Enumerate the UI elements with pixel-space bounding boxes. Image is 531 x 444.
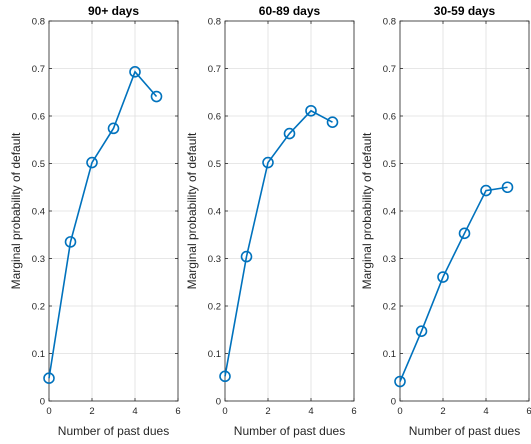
x-tick-label: 6 [526,406,531,417]
y-tick-label: 0 [40,397,45,408]
data-point [43,372,55,385]
chart-panel-2: 0 2 4 6 0 0.1 0.2 0.3 0.4 0.5 0.6 0.7 0.8 60-89 days N… [185,4,357,438]
y-tick-label: 0.2 [208,302,221,313]
y-tick-label: 0.6 [383,112,396,123]
x-tick-label: 0 [397,406,402,417]
series-line [48,70,158,379]
data-point [326,116,339,128]
x-tick-label: 2 [440,406,445,417]
data-point [150,90,163,103]
data-point [501,181,514,194]
x-axis-label: Number of past dues [58,424,169,438]
chart-title: 30-59 days [434,4,496,18]
y-tick-label: 0.5 [32,159,45,170]
x-tick-label: 0 [46,406,51,417]
y-axis-label: Marginal probability of default [360,132,374,289]
y-tick-label: 0.4 [208,207,221,218]
series-line [224,109,333,377]
data-point [458,227,471,240]
x-tick-label: 6 [351,406,356,417]
y-tick-label: 0.2 [32,302,45,313]
y-tick-label: 0 [216,397,221,408]
x-tick-label: 6 [175,406,180,417]
data-point [415,325,428,337]
y-tick-label: 0.5 [383,159,396,170]
x-tick-label: 0 [222,406,227,417]
data-point [394,375,406,388]
x-tick-label: 2 [89,406,94,417]
series-line [399,186,508,382]
chart-title: 90+ days [88,4,139,18]
y-tick-label: 0.7 [208,64,221,75]
data-point [107,122,120,135]
data-point [64,236,77,248]
y-axis-label: Marginal probability of default [185,132,199,289]
data-point [219,370,231,383]
y-axis-label: Marginal probability of default [9,132,23,289]
data-point [240,250,253,263]
y-tick-label: 0.3 [383,254,396,265]
x-axis-label: Number of past dues [409,424,520,438]
data-point [480,184,492,197]
y-tick-label: 0.6 [32,112,45,123]
chart-panel-1: 0 2 4 6 0 0.1 0.2 0.3 0.4 0.5 0.6 0.7 0.8 90+ days Num… [9,4,181,438]
y-tick-label: 0.1 [208,349,221,360]
y-tick-label: 0.5 [208,159,221,170]
x-tick-label: 4 [132,406,137,417]
chart-title: 60-89 days [259,4,321,18]
data-point [305,104,317,117]
x-axis-label: Number of past dues [234,424,345,438]
y-tick-label: 0.8 [383,17,396,28]
y-tick-label: 0.4 [32,207,45,218]
y-tick-label: 0 [391,397,396,408]
data-point [262,156,274,169]
data-point [437,271,449,283]
chart-panel-3: 0 2 4 6 0 0.1 0.2 0.3 0.4 0.5 0.6 0.7 0.8 30-59 days N… [360,4,531,438]
y-tick-label: 0.2 [383,302,396,313]
y-tick-label: 0.1 [32,349,45,360]
x-tick-label: 4 [308,406,313,417]
y-tick-label: 0.1 [383,349,396,360]
y-tick-label: 0.6 [208,112,221,123]
x-tick-label: 2 [265,406,270,417]
y-tick-label: 0.7 [32,64,45,75]
y-tick-label: 0.8 [208,17,221,28]
data-point [86,156,98,169]
y-tick-label: 0.3 [32,254,45,265]
y-tick-label: 0.3 [208,254,221,265]
data-point [283,127,296,140]
y-tick-label: 0.7 [383,64,396,75]
data-point [129,66,141,78]
y-tick-label: 0.8 [32,17,45,28]
y-tick-label: 0.4 [383,207,396,218]
x-tick-label: 4 [483,406,488,417]
